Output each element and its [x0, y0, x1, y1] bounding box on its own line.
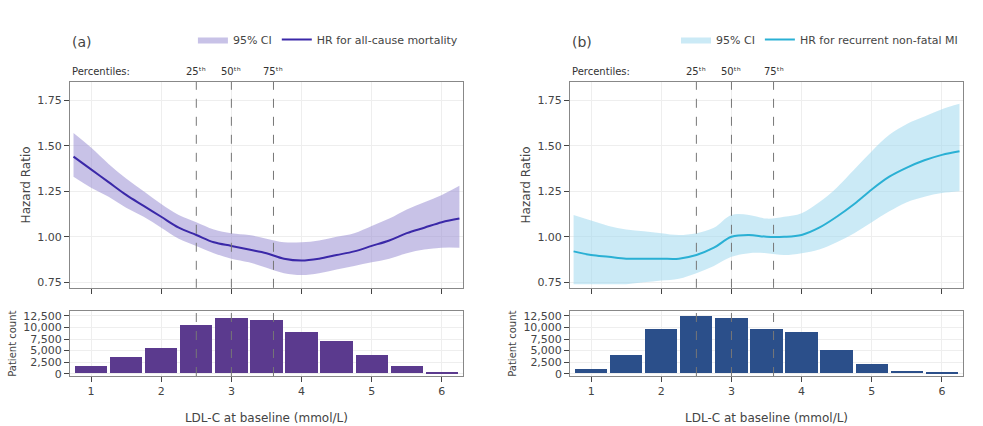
svg-text:1: 1 [588, 385, 595, 398]
svg-text:0: 0 [555, 368, 562, 381]
svg-text:2: 2 [658, 385, 665, 398]
svg-text:2: 2 [158, 385, 165, 398]
svg-text:7,500: 7,500 [530, 333, 562, 346]
svg-text:25ᵗʰ: 25ᵗʰ [186, 66, 206, 77]
svg-text:1.75: 1.75 [37, 94, 62, 107]
svg-text:5: 5 [368, 385, 375, 398]
svg-text:HR for all-cause mortality: HR for all-cause mortality [317, 34, 458, 47]
svg-text:2,500: 2,500 [530, 356, 562, 369]
svg-text:12,500: 12,500 [523, 310, 562, 323]
svg-text:6: 6 [438, 385, 445, 398]
svg-text:Hazard Ratio: Hazard Ratio [19, 146, 33, 223]
svg-text:1.75: 1.75 [537, 94, 562, 107]
svg-text:5,000: 5,000 [30, 344, 62, 357]
svg-text:4: 4 [298, 385, 305, 398]
svg-text:HR for recurrent non-fatal MI: HR for recurrent non-fatal MI [800, 34, 958, 47]
svg-text:50ᵗʰ: 50ᵗʰ [721, 66, 741, 77]
svg-text:3: 3 [228, 385, 235, 398]
svg-text:LDL-C at baseline (mmol/L): LDL-C at baseline (mmol/L) [685, 411, 848, 425]
svg-text:0.75: 0.75 [37, 276, 62, 289]
svg-text:(a): (a) [72, 34, 92, 50]
svg-text:0.75: 0.75 [537, 276, 562, 289]
svg-text:1.00: 1.00 [37, 231, 62, 244]
svg-text:5,000: 5,000 [530, 344, 562, 357]
svg-text:Percentiles:: Percentiles: [72, 66, 130, 77]
svg-text:95% CI: 95% CI [716, 34, 755, 47]
svg-text:7,500: 7,500 [30, 333, 62, 346]
svg-text:10,000: 10,000 [523, 321, 562, 334]
svg-text:50ᵗʰ: 50ᵗʰ [221, 66, 241, 77]
svg-text:Percentiles:: Percentiles: [572, 66, 630, 77]
svg-text:Hazard Ratio: Hazard Ratio [519, 146, 533, 223]
svg-text:4: 4 [798, 385, 805, 398]
svg-text:3: 3 [728, 385, 735, 398]
svg-text:12,500: 12,500 [23, 310, 62, 323]
svg-text:6: 6 [938, 385, 945, 398]
svg-text:0: 0 [55, 368, 62, 381]
svg-text:95% CI: 95% CI [233, 34, 272, 47]
svg-text:1.25: 1.25 [537, 185, 562, 198]
svg-text:1.50: 1.50 [537, 140, 562, 153]
svg-text:Patient count: Patient count [507, 310, 518, 376]
svg-text:1: 1 [88, 385, 95, 398]
svg-text:Patient count: Patient count [7, 310, 18, 376]
svg-text:LDL-C at baseline (mmol/L): LDL-C at baseline (mmol/L) [185, 411, 348, 425]
svg-text:1.00: 1.00 [537, 231, 562, 244]
svg-text:1.25: 1.25 [37, 185, 62, 198]
svg-text:(b): (b) [572, 34, 592, 50]
svg-text:1.50: 1.50 [37, 140, 62, 153]
svg-text:75ᵗʰ: 75ᵗʰ [263, 66, 283, 77]
svg-text:25ᵗʰ: 25ᵗʰ [686, 66, 706, 77]
svg-text:75ᵗʰ: 75ᵗʰ [764, 66, 784, 77]
svg-text:5: 5 [868, 385, 875, 398]
svg-text:2,500: 2,500 [30, 356, 62, 369]
svg-text:10,000: 10,000 [23, 321, 62, 334]
